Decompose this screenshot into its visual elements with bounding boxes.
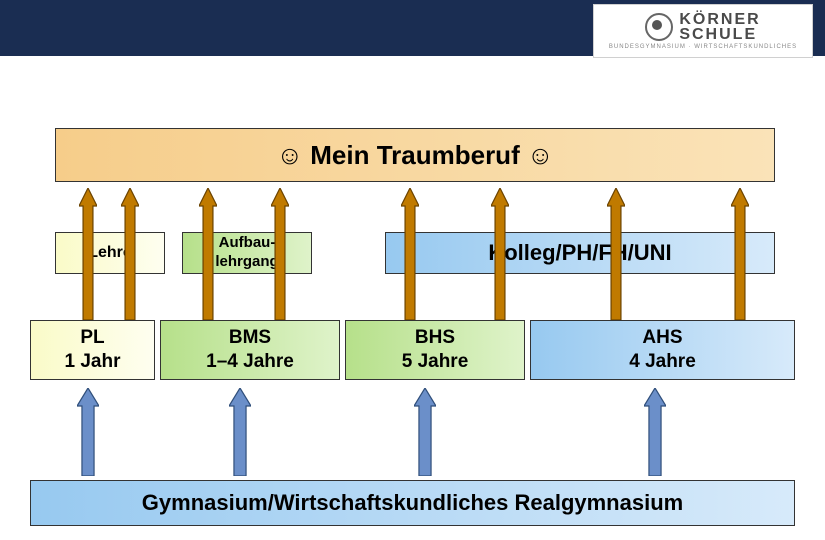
- bottom-label: Gymnasium/Wirtschaftskundliches Realgymn…: [142, 489, 683, 517]
- kolleg-label: Kolleg/PH/FH/UNI: [488, 239, 671, 267]
- title-box: ☺ Mein Traumberuf ☺: [55, 128, 775, 182]
- box-bhs: BHS5 Jahre: [345, 320, 525, 380]
- box-bms: BMS1–4 Jahre: [160, 320, 340, 380]
- box-pl: PL1 Jahr: [30, 320, 155, 380]
- arrow-top-0: [79, 188, 97, 320]
- bhs-label: BHS5 Jahre: [402, 326, 469, 374]
- arrow-bottom-3: [644, 388, 666, 476]
- arrow-top-2: [199, 188, 217, 320]
- arrow-top-5: [491, 188, 509, 320]
- arrow-bottom-0: [77, 388, 99, 476]
- arrow-bottom-2: [414, 388, 436, 476]
- box-lehre: Lehre: [55, 232, 165, 274]
- arrow-top-7: [731, 188, 749, 320]
- box-bottom: Gymnasium/Wirtschaftskundliches Realgymn…: [30, 480, 795, 526]
- logo-subtitle: BUNDESGYMNASIUM · WIRTSCHAFTSKUNDLICHES: [609, 44, 797, 50]
- title-text: ☺ Mein Traumberuf ☺: [276, 139, 553, 172]
- bms-label: BMS1–4 Jahre: [206, 326, 294, 374]
- box-ahs: AHS4 Jahre: [530, 320, 795, 380]
- arrow-top-3: [271, 188, 289, 320]
- ahs-label: AHS4 Jahre: [629, 326, 696, 374]
- logo-mark-icon: [645, 13, 673, 41]
- logo-line1: KÖRNER: [679, 12, 760, 27]
- aufbau-label: Aufbau-lehrgang: [215, 234, 278, 272]
- box-kolleg: Kolleg/PH/FH/UNI: [385, 232, 775, 274]
- logo-line2: SCHULE: [679, 27, 760, 42]
- pl-label: PL1 Jahr: [65, 326, 121, 374]
- school-logo: KÖRNER SCHULE BUNDESGYMNASIUM · WIRTSCHA…: [593, 4, 813, 58]
- arrow-top-6: [607, 188, 625, 320]
- arrow-top-4: [401, 188, 419, 320]
- arrow-top-1: [121, 188, 139, 320]
- arrow-bottom-1: [229, 388, 251, 476]
